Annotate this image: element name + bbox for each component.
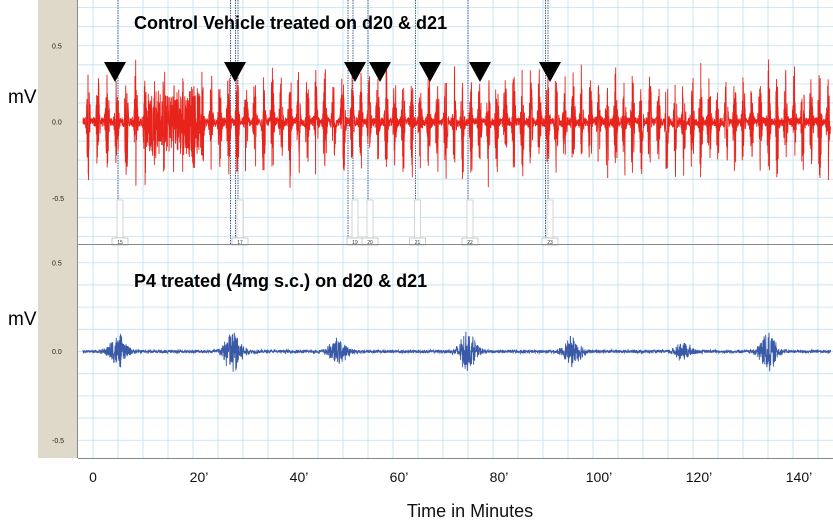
event-annotation-box xyxy=(236,199,244,239)
event-label: 23 xyxy=(547,240,553,246)
event-label: 19 xyxy=(352,240,358,246)
bottom-y-tick-labels: 0.5 0.0 -0.5 xyxy=(52,260,64,445)
top-signal-trace xyxy=(82,59,831,188)
bottom-y-axis-label: mV xyxy=(8,309,37,330)
event-label: 22 xyxy=(467,240,473,246)
y-tick-label: -0.5 xyxy=(52,438,64,445)
event-arrow xyxy=(369,62,391,82)
event-annotation-box xyxy=(466,199,474,239)
x-tick-label: 140’ xyxy=(786,469,812,485)
top-panel-title: Control Vehicle treated on d20 & d21 xyxy=(134,13,447,33)
bottom-signal-trace xyxy=(82,331,831,372)
event-label: 20 xyxy=(367,240,373,246)
event-label: 17 xyxy=(237,240,243,246)
y-tick-label: 0.0 xyxy=(52,120,62,127)
event-label: 21 xyxy=(415,240,421,246)
event-annotation-box xyxy=(366,199,374,239)
event-arrow xyxy=(344,62,366,82)
y-tick-label: 0.5 xyxy=(52,260,62,267)
y-tick-label: -0.5 xyxy=(52,196,64,203)
top-y-tick-labels: 0.5 0.0 -0.5 xyxy=(52,43,64,203)
y-axis-strip xyxy=(38,0,78,458)
bottom-trace xyxy=(82,331,831,372)
x-tick-label: 100’ xyxy=(586,469,612,485)
event-annotation-box xyxy=(414,199,421,239)
x-tick-label: 20’ xyxy=(190,469,209,485)
event-arrow xyxy=(224,62,246,82)
top-event-markers: 15 17 19 20 21 22 23 xyxy=(111,0,559,246)
top-y-axis-label: mV xyxy=(8,87,37,108)
y-tick-label: 0.5 xyxy=(52,43,62,50)
event-arrow xyxy=(469,62,491,82)
event-arrow xyxy=(539,62,561,82)
x-tick-label: 120’ xyxy=(686,469,712,485)
x-tick-labels: 0 20’ 40’ 60’ 80’ 100’ 120’ 140’ xyxy=(89,469,812,485)
event-arrow xyxy=(104,62,126,82)
x-tick-label: 60’ xyxy=(390,469,409,485)
top-trace xyxy=(82,59,831,188)
event-annotation-box xyxy=(546,199,554,239)
event-arrow xyxy=(419,62,441,82)
x-axis-label: Time in Minutes xyxy=(407,501,533,521)
x-tick-label: 40’ xyxy=(290,469,309,485)
event-annotation-box xyxy=(351,199,359,239)
event-label: 15 xyxy=(117,240,123,246)
event-arrows xyxy=(104,62,561,82)
y-tick-label: 0.0 xyxy=(52,349,62,356)
x-tick-label: 80’ xyxy=(490,469,509,485)
bottom-panel-title: P4 treated (4mg s.c.) on d20 & d21 xyxy=(134,271,427,291)
x-tick-label: 0 xyxy=(89,469,97,485)
event-annotation-box xyxy=(116,199,124,239)
